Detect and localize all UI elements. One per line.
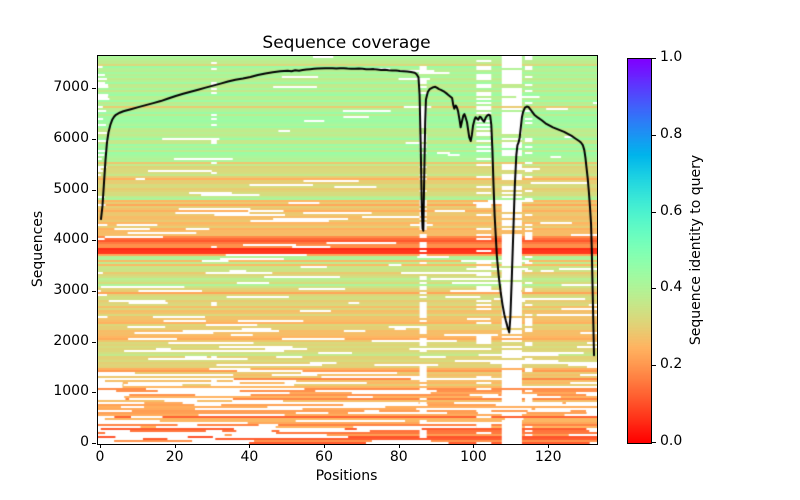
x-tick-mark — [249, 444, 251, 448]
y-tick-mark — [92, 139, 96, 141]
y-tick-label: 6000 — [53, 130, 89, 147]
y-axis-label: Sequences — [30, 210, 46, 288]
colorbar — [627, 58, 652, 444]
colorbar-tick-mark — [652, 211, 656, 213]
x-axis-label: Positions — [315, 468, 378, 484]
colorbar-tick-label: 0.4 — [660, 279, 683, 296]
y-tick-label: 4000 — [53, 231, 89, 248]
y-tick-label: 1000 — [53, 383, 89, 400]
x-tick-label: 100 — [460, 449, 487, 465]
y-tick-mark — [92, 189, 96, 191]
x-tick-label: 80 — [389, 449, 408, 465]
x-tick-label: 120 — [534, 449, 562, 465]
plot-area — [97, 55, 598, 445]
x-tick-mark — [398, 444, 400, 448]
colorbar-tick-mark — [652, 288, 656, 290]
y-tick-label: 2000 — [53, 332, 89, 349]
x-tick-mark — [548, 444, 550, 448]
x-tick-label: 20 — [165, 449, 184, 465]
y-tick-mark — [92, 88, 96, 90]
x-tick-label: 0 — [95, 449, 105, 465]
colorbar-tick-mark — [652, 442, 656, 443]
chart-title: Sequence coverage — [262, 33, 431, 53]
colorbar-tick-label: 0.6 — [660, 202, 683, 219]
colorbar-tick-label: 0.0 — [660, 433, 683, 449]
coverage-heatmap-canvas — [98, 56, 597, 444]
y-tick-mark — [92, 291, 96, 293]
x-tick-mark — [324, 444, 326, 448]
x-tick-mark — [473, 444, 475, 448]
x-tick-mark — [99, 444, 101, 448]
colorbar-tick-label: 1.0 — [660, 49, 683, 65]
colorbar-tick-label: 0.2 — [660, 356, 683, 373]
y-tick-label: 3000 — [53, 282, 89, 299]
colorbar-label: Sequence identity to query — [688, 154, 704, 346]
y-tick-mark — [92, 240, 96, 242]
y-tick-label: 7000 — [53, 79, 89, 96]
y-tick-mark — [92, 341, 96, 343]
x-tick-label: 60 — [315, 449, 333, 465]
colorbar-tick-mark — [652, 134, 656, 136]
y-tick-label: 0 — [80, 434, 89, 450]
x-tick-mark — [174, 444, 176, 448]
y-tick-label: 5000 — [53, 180, 89, 197]
colorbar-tick-label: 0.8 — [660, 125, 683, 142]
colorbar-canvas — [628, 59, 651, 443]
y-tick-mark — [92, 443, 96, 444]
x-tick-label: 40 — [240, 449, 259, 465]
y-tick-mark — [92, 392, 96, 394]
colorbar-tick-mark — [652, 58, 656, 59]
colorbar-tick-mark — [652, 365, 656, 367]
